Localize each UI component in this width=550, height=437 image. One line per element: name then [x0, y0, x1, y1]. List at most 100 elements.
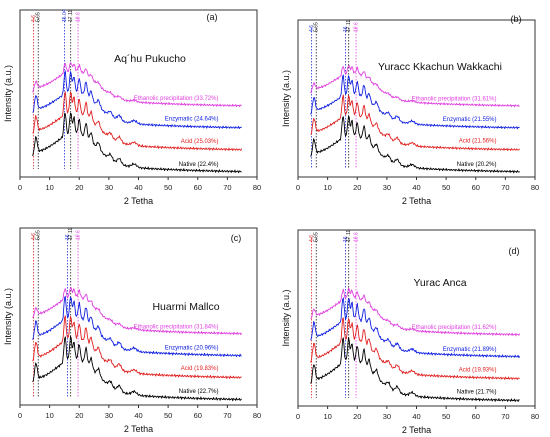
x-tick-label: 40	[412, 183, 420, 192]
series-line	[310, 115, 520, 174]
series-label: Ethanolic precipitation (33.72%)	[134, 96, 219, 102]
peak-marker-label: 5.65	[36, 230, 42, 240]
x-tick-label: 60	[472, 412, 480, 421]
x-tick-label: 30	[105, 411, 113, 420]
series-line	[310, 336, 520, 402]
y-axis-label: Intensity (a.u.)	[3, 65, 13, 122]
x-tick-label: 10	[323, 183, 331, 192]
y-axis-label: Intensity (a.u.)	[3, 288, 13, 345]
panel-label: (b)	[511, 14, 522, 24]
series-line	[32, 91, 243, 151]
series-label: Native (22.4%)	[179, 162, 219, 168]
x-tick-label: 80	[253, 183, 261, 192]
peak-marker-label: 4.6	[309, 235, 315, 242]
series-label: Ethanolic precipitation (31.61%)	[412, 97, 497, 103]
series-label: Enzymatic (21.89%)	[443, 347, 497, 353]
x-tick-label: 70	[223, 411, 231, 420]
x-tick-label: 30	[105, 183, 113, 192]
series-line	[310, 297, 521, 359]
x-tick-label: 70	[501, 183, 509, 192]
series-label: Enzymatic (20.96%)	[165, 346, 219, 352]
x-tick-label: 0	[296, 412, 300, 421]
series-line	[32, 62, 242, 108]
peak-marker-label: 16	[343, 26, 349, 32]
series-label: Enzymatic (24.64%)	[165, 117, 219, 123]
series-line	[32, 112, 242, 174]
series-label: Enzymatic (21.55%)	[443, 117, 497, 123]
series-line	[32, 287, 243, 336]
peak-marker-label: 17.11	[68, 228, 74, 240]
series-label: Ethanolic precipitation (31.84%)	[134, 324, 219, 330]
x-tick-label: 40	[134, 183, 142, 192]
series-label: Acid (21.56%)	[459, 139, 497, 145]
series-line	[310, 65, 520, 108]
series-label: Ethanolic precipitation (31.62%)	[412, 325, 497, 331]
series-label: Native (21.7%)	[457, 389, 497, 395]
x-tick-label: 30	[383, 183, 391, 192]
chart-panel-2: 0 10 20 30 40 50 60 70 80 2 Tetha Intensity (a.u.)…	[281, 14, 539, 206]
peak-marker-label: 5.65	[36, 12, 42, 22]
peak-marker-label: 16	[65, 234, 71, 240]
panel-label: (d)	[509, 246, 520, 256]
chart-panel-4: 0 10 20 30 40 50 60 70 80 2 Tetha Intensity (a.u.)…	[281, 229, 539, 435]
series-label: Native (22.7%)	[179, 389, 219, 395]
x-tick-label: 60	[472, 183, 480, 192]
peak-marker-label: 17.11	[346, 230, 352, 242]
x-tick-label: 70	[223, 183, 231, 192]
x-tick-label: 40	[412, 412, 420, 421]
x-tick-label: 50	[442, 183, 450, 192]
x-tick-label: 0	[18, 411, 22, 420]
peak-marker-label: 4.6	[31, 15, 37, 22]
peak-marker-label: 4.6	[31, 233, 37, 240]
x-axis-label: 2 Tetha	[124, 424, 153, 434]
peak-marker-label: 19.6	[76, 230, 82, 240]
panel-title: Aq´hu Pukucho	[114, 53, 186, 65]
peak-marker-label: 19.6	[354, 22, 360, 32]
plot-frame	[19, 227, 258, 406]
peak-marker-label: 5.65	[314, 232, 320, 242]
plot-frame	[297, 229, 536, 407]
series-line	[32, 315, 242, 379]
peak-marker-label: 4.6	[309, 25, 315, 32]
x-axis-label: 2 Tetha	[402, 196, 431, 206]
panel-title: Yuracc Kkachun Wakkachi	[378, 61, 502, 73]
x-tick-label: 80	[531, 412, 539, 421]
series-line	[310, 74, 520, 130]
peak-marker-label: 19.6	[76, 12, 82, 22]
y-axis-label: Intensity (a.u.)	[281, 70, 291, 127]
x-tick-label: 80	[253, 411, 261, 420]
peak-marker-label: 15.04	[62, 9, 68, 22]
series-line	[32, 335, 242, 402]
x-tick-label: 20	[353, 183, 361, 192]
plot-frame	[19, 9, 258, 178]
chart-panel-3: 0 10 20 30 40 50 60 70 80 2 Tetha Intensity (a.u.)…	[3, 227, 261, 434]
peak-marker-label: 17.11	[346, 20, 352, 32]
peak-marker-label: 17.11	[68, 10, 74, 22]
x-tick-label: 40	[134, 411, 142, 420]
x-axis-label: 2 Tetha	[402, 425, 431, 435]
series-label: Acid (25.03%)	[181, 139, 219, 145]
series-line	[32, 70, 242, 129]
x-tick-label: 60	[194, 183, 202, 192]
panel-label: (c)	[231, 233, 242, 243]
peak-marker-label: 5.65	[314, 22, 320, 32]
series-line	[32, 295, 242, 358]
chart-panel-1: 0 10 20 30 40 50 60 70 80 2 Tetha Intensity (a.u.)…	[3, 9, 261, 206]
x-tick-label: 20	[75, 411, 83, 420]
x-tick-label: 0	[18, 183, 22, 192]
series-line	[310, 94, 520, 152]
series-line	[310, 317, 520, 380]
x-tick-label: 50	[164, 411, 172, 420]
x-tick-label: 10	[323, 412, 331, 421]
series-line	[310, 287, 521, 337]
x-axis-label: 2 Tetha	[124, 196, 153, 206]
x-tick-label: 60	[194, 411, 202, 420]
x-tick-label: 20	[75, 183, 83, 192]
peak-marker-label: 19.6	[354, 232, 360, 242]
panel-title: Yurac Anca	[413, 277, 466, 289]
y-axis-label: Intensity (a.u.)	[281, 289, 291, 346]
panel-label: (a)	[207, 12, 218, 22]
x-tick-label: 0	[296, 183, 300, 192]
series-label: Acid (19.93%)	[459, 368, 497, 374]
